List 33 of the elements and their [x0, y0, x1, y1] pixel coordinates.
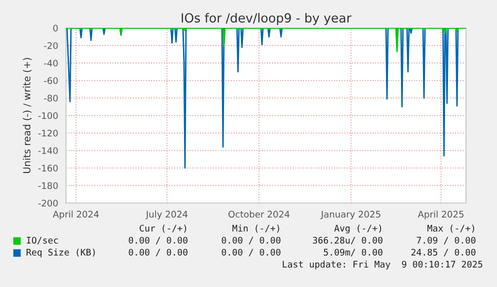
- text: Cur (-/+): [140, 224, 186, 233]
- text: 0.00 / 0.00: [222, 236, 280, 244]
- x-tick-label: July 2024: [145, 210, 188, 220]
- text: 7.09 / 0.00: [416, 236, 476, 244]
- legend-label: Req Size (KB): [26, 248, 95, 258]
- y-axis-title: Units read (-) / write (+): [22, 58, 32, 174]
- legend-label: IO/sec: [26, 236, 58, 244]
- y-tick-label: -160: [38, 164, 58, 172]
- y-tick-label: -80: [44, 94, 58, 102]
- text: 0.00 / 0.00: [222, 248, 280, 256]
- text: 24.85 / 0.00: [411, 248, 476, 256]
- y-tick-label: -180: [38, 182, 58, 190]
- x-tick-label: April 2024: [52, 210, 99, 220]
- y-tick-label: -200: [38, 200, 58, 207]
- x-tick-label: January 2025: [320, 210, 380, 220]
- text: Max (-/+): [427, 224, 474, 233]
- x-tick-label: April 2025: [418, 210, 464, 220]
- text: Avg (-/+): [334, 224, 382, 234]
- text: 366.28u/ 0.00: [312, 236, 382, 244]
- y-tick-label: -120: [38, 130, 58, 137]
- x-tick-label: October 2024: [228, 210, 290, 218]
- y-tick-label: 0: [53, 24, 58, 32]
- text: 0.00 / 0.00: [128, 248, 188, 256]
- chart-title: IOs for /dev/loop9 - by year: [182, 12, 352, 26]
- text: 5.09m/ 0.00: [324, 248, 382, 256]
- text: 0.00 / 0.00: [128, 236, 188, 244]
- y-tick-label: -40: [44, 60, 58, 67]
- text: Min (-/+): [232, 224, 280, 233]
- y-tick-label: -140: [38, 147, 58, 154]
- y-tick-label: -60: [44, 77, 58, 84]
- text: Last update: Fri May 9 00:10:17 2025: [282, 260, 482, 270]
- y-tick-label: -100: [38, 112, 58, 120]
- y-tick-label: -20: [44, 42, 58, 50]
